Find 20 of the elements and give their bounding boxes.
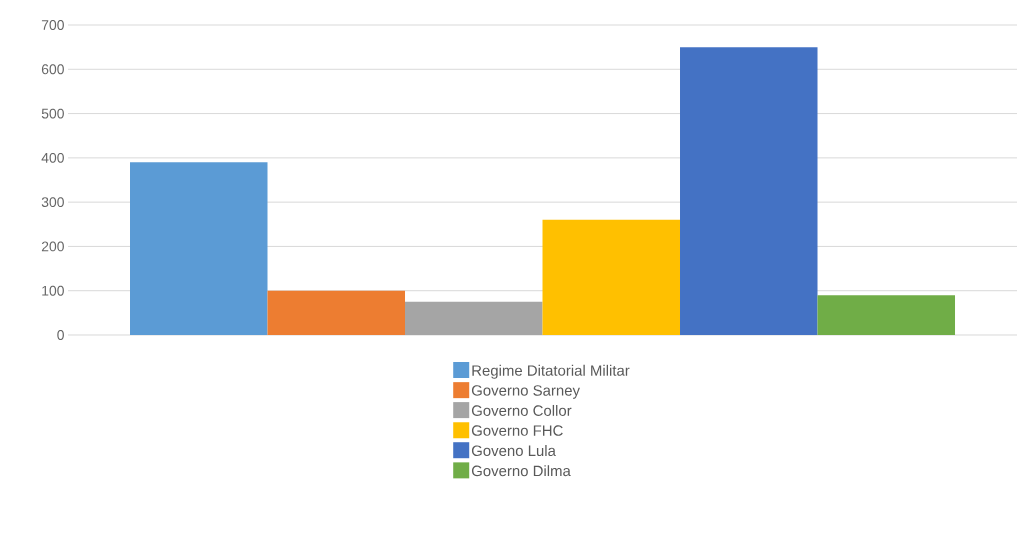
legend-label: Governo Dilma xyxy=(471,465,571,477)
bar xyxy=(680,47,818,335)
y-tick-label: 300 xyxy=(41,197,64,208)
y-tick-label: 400 xyxy=(41,152,64,163)
y-tick-label: 500 xyxy=(41,108,64,119)
bar xyxy=(405,301,543,335)
bar xyxy=(267,290,405,335)
legend-label: Governo FHC xyxy=(471,425,563,436)
y-tick-label: 700 xyxy=(41,20,64,30)
bar xyxy=(542,219,681,335)
y-tick-label: 200 xyxy=(41,241,64,252)
legend-label: Goveno Lula xyxy=(471,445,556,457)
bar xyxy=(817,295,956,335)
legend-label: Regime Ditatorial Militar xyxy=(472,364,630,379)
legend-label: Governo Sarney xyxy=(471,385,580,399)
y-tick-label: 600 xyxy=(41,64,64,75)
bar xyxy=(130,162,268,335)
y-tick-label: 100 xyxy=(42,285,64,296)
legend-label: Governo Collor xyxy=(471,404,572,416)
y-tick-label: 0 xyxy=(57,330,64,340)
